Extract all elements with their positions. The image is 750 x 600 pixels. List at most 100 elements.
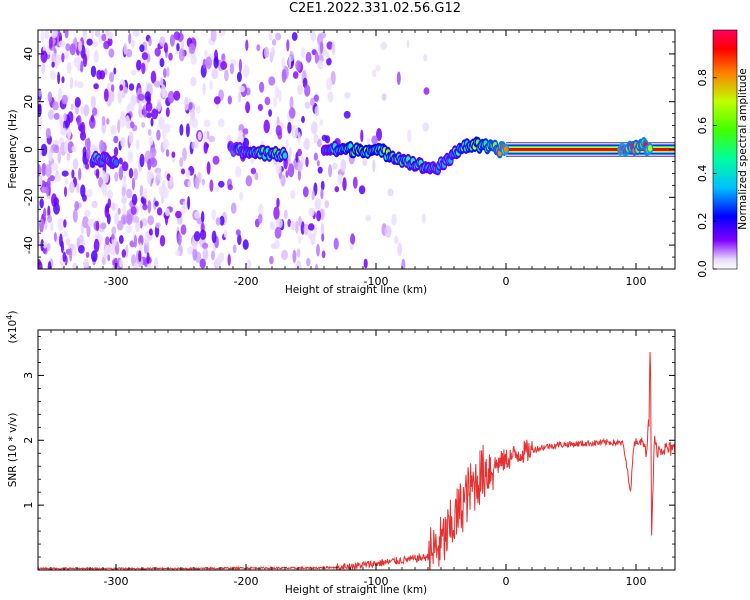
heatmap-cell xyxy=(173,31,181,41)
heatmap-cell xyxy=(111,233,115,240)
heatmap-cell xyxy=(235,229,241,236)
heatmap-cell xyxy=(40,50,48,63)
heatmap-cell xyxy=(271,39,277,46)
heatmap-cell xyxy=(305,156,309,168)
heatmap-cell xyxy=(360,129,364,143)
heatmap-cell xyxy=(96,69,102,80)
heatmap-cell xyxy=(171,151,176,158)
heatmap-cell xyxy=(205,56,212,70)
heatmap-cell xyxy=(288,107,296,119)
heatmap-cell xyxy=(199,229,207,240)
heatmap-cell xyxy=(173,90,181,101)
heatmap-cell xyxy=(274,226,282,239)
heatmap-cell xyxy=(422,122,430,132)
heatmap-cell xyxy=(99,139,105,154)
heatmap-cell xyxy=(176,43,180,52)
heatmap-cell xyxy=(121,186,126,197)
heatmap-cell xyxy=(313,134,319,144)
heatmap-cell xyxy=(366,137,370,145)
heatmap-cell xyxy=(133,168,138,181)
heatmap-cell xyxy=(53,202,60,215)
snr-panel: -300 -200 -100 0 100 1 2 3 Height of straight … xyxy=(5,311,676,596)
heatmap-cell xyxy=(278,89,282,103)
spectrogram-x-axis-label: Height of straight line (km) xyxy=(285,284,427,296)
heatmap-cell xyxy=(169,176,174,185)
colorbar-gradient xyxy=(713,30,737,269)
heatmap-cell xyxy=(287,121,292,134)
heatmap-cell xyxy=(273,206,280,220)
heatmap-cell xyxy=(145,112,152,119)
heatmap-cell xyxy=(165,107,170,118)
heatmap-cell xyxy=(86,38,93,46)
heatmap-cell xyxy=(130,206,137,215)
heatmap-cell xyxy=(227,253,231,266)
heatmap-cell xyxy=(47,214,52,223)
heatmap-cell xyxy=(194,139,200,150)
heatmap-cell xyxy=(407,129,412,143)
heatmap-cell xyxy=(78,244,85,254)
heatmap-cell xyxy=(93,83,99,90)
heatmap-cell xyxy=(313,152,318,161)
heatmap-cell xyxy=(153,80,161,88)
heatmap-cell xyxy=(166,66,170,78)
heatmap-cell xyxy=(139,153,145,168)
heatmap-cell xyxy=(39,116,43,131)
colorbar-label: Normalized spectral amplitude xyxy=(737,68,749,229)
heatmap-cell xyxy=(70,103,74,111)
heatmap-cell xyxy=(76,115,82,127)
heatmap-cell xyxy=(209,179,214,192)
heatmap-cell xyxy=(372,159,376,173)
colorbar-tick-label: 0.6 xyxy=(696,117,709,135)
heatmap-cell xyxy=(304,137,310,151)
heatmap-cell xyxy=(285,170,289,178)
heatmap-cell xyxy=(185,123,190,138)
heatmap-cell xyxy=(175,249,181,257)
heatmap-cell xyxy=(82,53,88,67)
heatmap-cell xyxy=(316,160,320,167)
snr-x-axis-label: Height of straight line (km) xyxy=(285,584,427,596)
heatmap-cell xyxy=(53,232,57,242)
heatmap-cell xyxy=(211,250,215,261)
heatmap-cell xyxy=(72,158,79,170)
heatmap-cell xyxy=(120,111,125,119)
heatmap-cell xyxy=(237,135,244,144)
heatmap-cell xyxy=(154,47,161,57)
heatmap-cell xyxy=(150,70,157,84)
heatmap-cell xyxy=(159,76,164,86)
heatmap-cell xyxy=(202,83,206,95)
heatmap-cell xyxy=(74,80,78,88)
heatmap-cell xyxy=(64,30,69,39)
heatmap-cell xyxy=(288,55,292,69)
heatmap-cell xyxy=(49,70,56,81)
x-tick-label: 100 xyxy=(626,275,647,288)
heatmap-cell xyxy=(333,237,339,250)
heatmap-cell xyxy=(208,135,216,143)
heatmap-cell xyxy=(358,185,366,195)
heatmap-cell xyxy=(229,63,235,75)
heatmap-cell xyxy=(235,166,242,178)
heatmap-cell xyxy=(61,170,69,177)
heatmap-cell xyxy=(86,189,93,198)
heatmap-cell xyxy=(147,158,152,171)
heatmap-cell xyxy=(331,41,336,55)
heatmap-cell xyxy=(46,243,51,251)
heatmap-cell xyxy=(84,210,91,217)
x-tick-label: -100 xyxy=(364,275,389,288)
heatmap-cell xyxy=(344,92,351,99)
heatmap-cell xyxy=(270,47,275,58)
heatmap-cell xyxy=(90,95,96,109)
heatmap-cell xyxy=(316,138,322,148)
x-tick-label: 0 xyxy=(503,575,510,588)
heatmap-cell xyxy=(303,223,309,236)
heatmap-cell xyxy=(118,157,123,165)
heatmap-cell xyxy=(201,211,205,223)
heatmap-cell xyxy=(118,166,124,181)
heatmap-cell xyxy=(128,32,132,45)
heatmap-cell xyxy=(391,213,397,226)
spectrogram-y-axis-label: Frequency (Hz) xyxy=(7,109,19,188)
heatmap-cell xyxy=(141,52,148,61)
heatmap-cell xyxy=(376,128,382,141)
spectrogram-heatmap xyxy=(38,30,675,269)
heatmap-cell xyxy=(156,129,161,141)
